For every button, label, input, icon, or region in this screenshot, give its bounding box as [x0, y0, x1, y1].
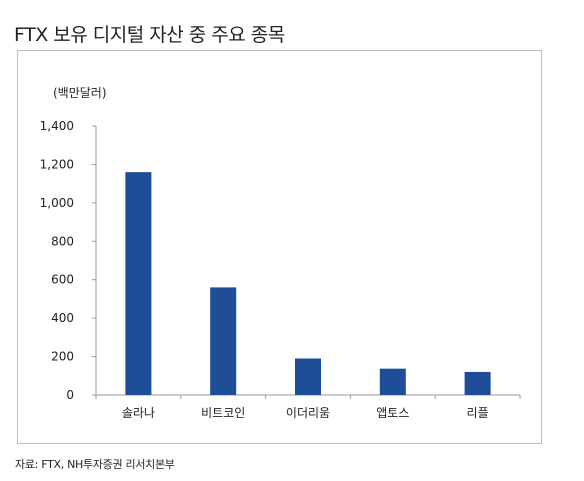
y-tick-label: 800	[51, 234, 74, 248]
x-tick-label: 비트코인	[201, 406, 245, 420]
y-tick-label: 200	[51, 350, 74, 364]
x-tick-label: 이더리움	[286, 406, 330, 420]
x-tick-label: 솔라나	[122, 406, 155, 420]
y-tick-label: 1,200	[40, 157, 74, 171]
y-tick-label: 1,400	[40, 119, 74, 133]
bar	[464, 371, 491, 395]
bar	[210, 287, 237, 395]
y-tick-label: 600	[51, 273, 74, 287]
x-tick-label: 앱토스	[376, 406, 409, 420]
y-tick-label: 400	[51, 311, 74, 325]
source-note: 자료: FTX, NH투자증권 리서치본부	[15, 458, 175, 471]
bar	[125, 172, 152, 395]
chart-bars	[125, 172, 491, 395]
bar	[379, 368, 406, 395]
bar	[295, 358, 321, 395]
y-axis-ticks: 0 200 400 600 800 1,000 1,200 1,400	[40, 119, 96, 402]
y-tick-label: 1,000	[40, 196, 74, 210]
x-axis-ticks: 솔라나 비트코인 이더리움 앱토스 리플	[122, 406, 489, 420]
chart-title: FTX 보유 디지털 자산 중 주요 종목	[14, 24, 285, 46]
unit-label: (백만달러)	[53, 86, 107, 100]
chart-axes	[95, 126, 521, 399]
y-tick-label: 0	[66, 388, 74, 402]
x-tick-label: 리플	[467, 406, 489, 420]
chart-frame	[17, 50, 542, 444]
